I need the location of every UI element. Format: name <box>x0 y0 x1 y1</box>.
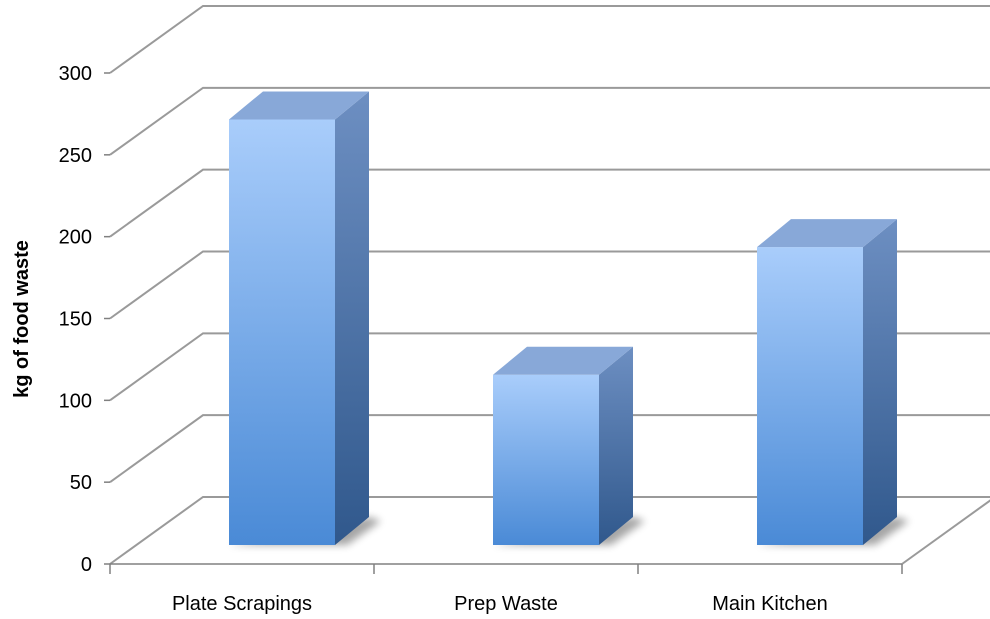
gridline <box>109 86 990 156</box>
x-category-label: Plate Scrapings <box>172 593 312 615</box>
floor-edge <box>901 499 990 565</box>
gridlines <box>109 5 990 565</box>
bar-side <box>599 346 633 545</box>
y-tick-label: 0 <box>81 554 92 576</box>
y-tick-label: 150 <box>59 309 92 331</box>
bar-prep-waste <box>493 346 645 545</box>
bar-side <box>863 219 897 546</box>
bar-side <box>335 91 369 545</box>
y-axis-title: kg of food waste <box>11 240 33 398</box>
gridline <box>109 5 990 74</box>
bar-front <box>493 374 599 545</box>
bar-main-kitchen <box>757 219 909 546</box>
x-category-label: Prep Waste <box>454 593 558 615</box>
gridline <box>109 332 990 402</box>
y-tick-label: 50 <box>70 472 92 494</box>
bar-front <box>229 119 335 545</box>
bars <box>229 91 909 546</box>
y-tick-label: 200 <box>59 227 92 249</box>
gridline <box>109 250 990 320</box>
gridline <box>109 168 990 238</box>
labels: 0 50 100 150 200 250 300 Plate Scrapings Prep Wa… <box>59 63 828 615</box>
bar-plate-scrapings <box>229 91 381 545</box>
bar-top <box>229 91 369 120</box>
gridline <box>109 414 990 483</box>
y-tick-label: 300 <box>59 63 92 85</box>
y-tick-label: 100 <box>59 390 92 412</box>
gridline <box>109 496 990 565</box>
x-category-label: Main Kitchen <box>712 593 828 615</box>
y-tick-label: 250 <box>59 145 92 167</box>
bar-top <box>493 346 633 375</box>
bar-top <box>757 219 897 248</box>
bar-front <box>757 247 863 546</box>
axes <box>104 72 990 574</box>
